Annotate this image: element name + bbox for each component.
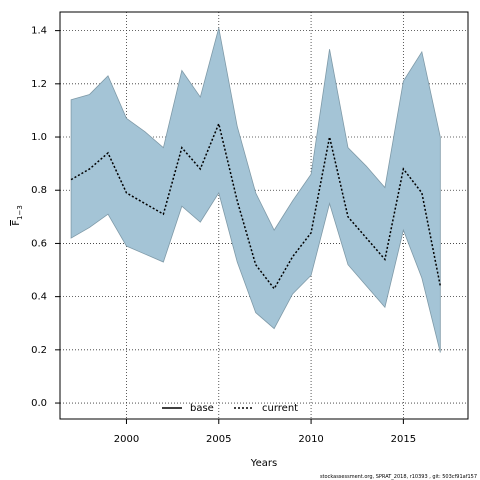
x-tick-label-2015: 2015 bbox=[391, 434, 416, 445]
y-tick-label-0.8: 0.8 bbox=[31, 185, 47, 196]
confidence-band bbox=[70, 27, 441, 353]
y-tick-label-0.4: 0.4 bbox=[31, 292, 47, 303]
x-axis-label: Years bbox=[250, 458, 277, 469]
plot-frame bbox=[59, 11, 469, 420]
y-axis-label: F1−3 bbox=[11, 205, 24, 226]
y-tick-label-0.6: 0.6 bbox=[31, 238, 47, 249]
footer-credit: stockassessment.org, SPRAT_2018, r10393 … bbox=[320, 474, 477, 480]
y-tick-label-1.2: 1.2 bbox=[31, 79, 47, 90]
series-line-current bbox=[70, 121, 442, 290]
x-tick-label-2010: 2010 bbox=[298, 434, 323, 445]
y-tick-label-0.0: 0.0 bbox=[31, 398, 47, 409]
x-tick-label-2005: 2005 bbox=[206, 434, 231, 445]
legend-label-base: base bbox=[190, 403, 214, 414]
x-tick-label-2000: 2000 bbox=[114, 434, 139, 445]
y-tick-label-1.4: 1.4 bbox=[31, 26, 47, 37]
legend-label-current: current bbox=[262, 403, 298, 414]
y-tick-label-0.2: 0.2 bbox=[31, 345, 47, 356]
legend: base current bbox=[162, 403, 298, 414]
axes: 2000 2005 2010 2015 0.0 0.2 0.4 0.6 0.8 1.0 1.2 1.4 bbox=[31, 26, 416, 445]
y-axis-label-main: F bbox=[11, 220, 22, 226]
y-tick-label-1.0: 1.0 bbox=[31, 132, 47, 143]
y-axis-label-subscript: 1−3 bbox=[16, 205, 24, 220]
